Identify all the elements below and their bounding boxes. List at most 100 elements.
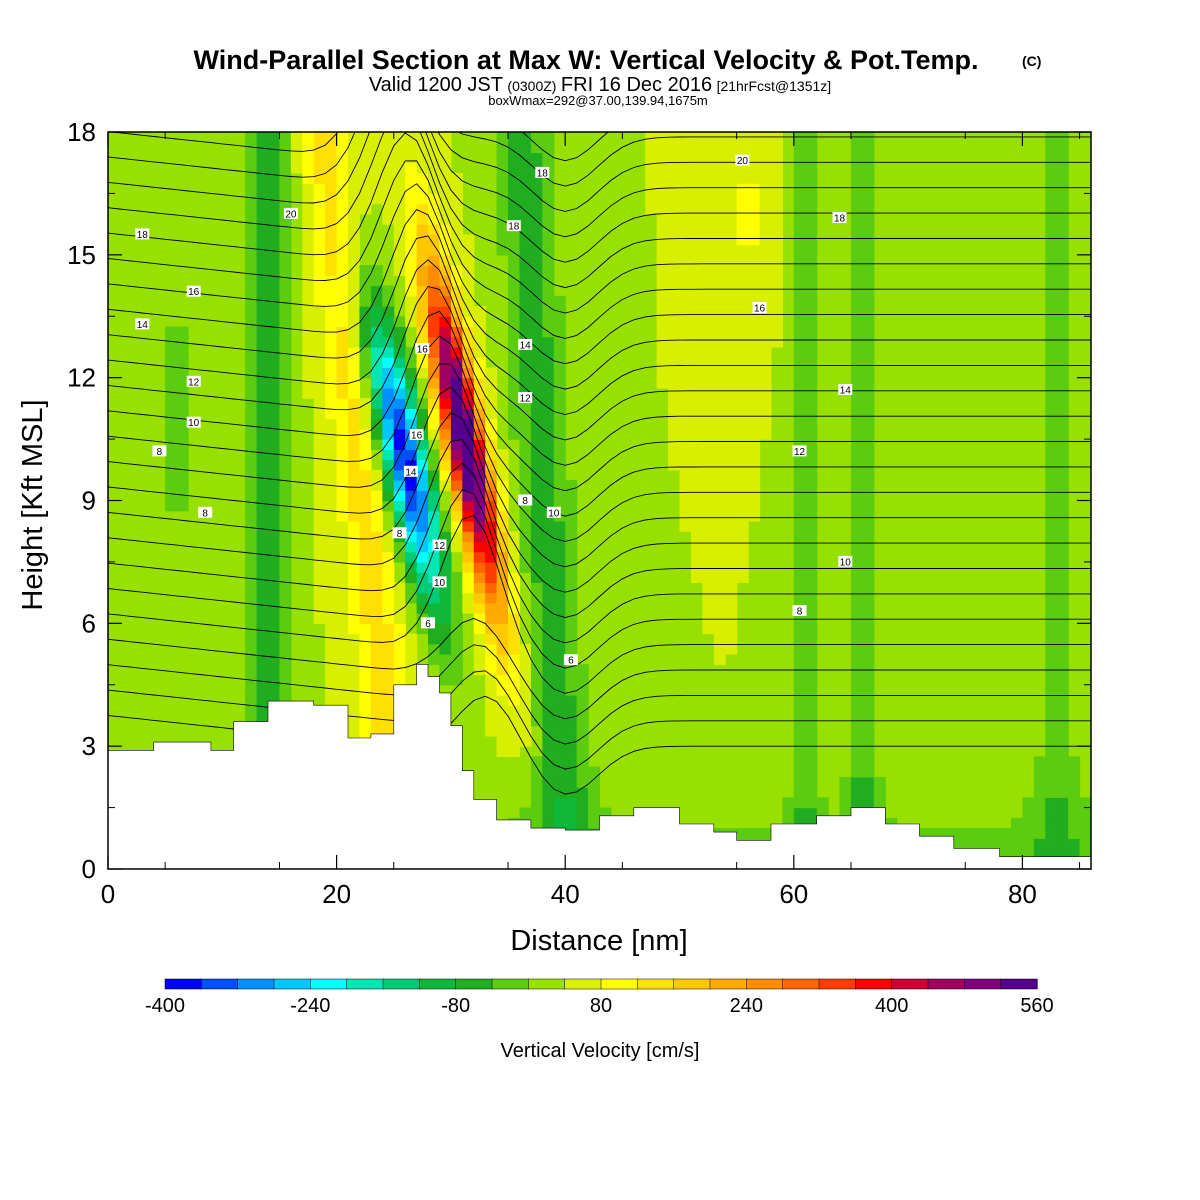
- velocity-cell: [165, 428, 178, 440]
- velocity-cell: [748, 428, 761, 440]
- velocity-cell: [702, 306, 715, 317]
- velocity-cell: [850, 674, 863, 686]
- theta-contour-line: [108, 335, 1091, 517]
- velocity-cell: [668, 203, 681, 215]
- velocity-cell: [690, 172, 703, 184]
- velocity-cell: [370, 674, 383, 686]
- velocity-cell: [862, 797, 875, 809]
- velocity-cell: [473, 346, 486, 358]
- velocity-cell: [450, 367, 463, 379]
- velocity-cell: [690, 336, 703, 348]
- subtitle-part-date: FRI 16 Dec 2016: [561, 74, 712, 96]
- velocity-cell: [370, 377, 383, 389]
- velocity-cell: [965, 838, 978, 850]
- velocity-cell: [359, 428, 372, 440]
- velocity-cell: [565, 531, 578, 543]
- theta-contour-line: [108, 285, 1091, 466]
- velocity-cell: [565, 797, 578, 809]
- velocity-cell: [450, 582, 463, 594]
- velocity-cell: [748, 172, 761, 184]
- velocity-cell: [428, 459, 441, 471]
- velocity-cell: [302, 377, 315, 389]
- velocity-cell: [393, 254, 406, 266]
- velocity-cell: [576, 756, 589, 768]
- svg-text:10: 10: [434, 578, 446, 589]
- velocity-cell: [553, 480, 566, 491]
- velocity-cell: [359, 193, 372, 205]
- velocity-cell: [668, 285, 681, 297]
- velocity-cell: [382, 377, 395, 389]
- velocity-cell: [1056, 142, 1069, 154]
- velocity-cell: [713, 551, 726, 563]
- velocity-cell: [325, 398, 338, 409]
- velocity-cell: [450, 664, 463, 676]
- velocity-cell: [1033, 848, 1046, 860]
- velocity-cell: [1056, 398, 1069, 409]
- velocity-cell: [519, 694, 532, 706]
- velocity-cell: [450, 480, 463, 491]
- velocity-cell: [245, 643, 258, 655]
- velocity-cell: [348, 490, 361, 502]
- velocity-cell: [1079, 828, 1091, 839]
- theta-contour-label: 16: [186, 285, 201, 298]
- velocity-cell: [450, 387, 463, 399]
- velocity-cell: [702, 531, 715, 543]
- velocity-cell: [553, 469, 566, 481]
- velocity-cell: [1045, 613, 1058, 624]
- colorbar-swatch: [709, 978, 747, 990]
- velocity-cell: [702, 183, 715, 195]
- velocity-cell: [302, 172, 315, 184]
- velocity-cell: [405, 674, 418, 686]
- velocity-cell: [770, 132, 783, 143]
- velocity-cell: [553, 295, 566, 307]
- velocity-cell: [382, 295, 395, 307]
- colorbar-tick-label: 400: [875, 995, 908, 1017]
- velocity-cell: [530, 306, 543, 317]
- velocity-cell: [256, 295, 269, 307]
- velocity-cell: [496, 572, 509, 583]
- velocity-cell: [862, 244, 875, 256]
- velocity-cell: [508, 418, 521, 430]
- velocity-cell: [325, 674, 338, 686]
- velocity-cell: [485, 439, 498, 450]
- velocity-cell: [508, 346, 521, 358]
- velocity-cell: [793, 725, 806, 737]
- velocity-cell: [496, 551, 509, 563]
- velocity-cell: [805, 398, 818, 409]
- velocity-cell: [279, 674, 292, 686]
- velocity-cell: [850, 797, 863, 809]
- velocity-cell: [405, 142, 418, 154]
- velocity-cell: [359, 480, 372, 491]
- velocity-cell: [553, 418, 566, 430]
- velocity-cell: [336, 183, 349, 195]
- velocity-cell: [1068, 766, 1081, 778]
- velocity-cell: [450, 377, 463, 389]
- velocity-cell: [702, 398, 715, 409]
- velocity-cell: [656, 224, 669, 235]
- velocity-cell: [862, 172, 875, 184]
- velocity-cell: [805, 244, 818, 256]
- velocity-cell: [348, 254, 361, 266]
- velocity-cell: [279, 306, 292, 317]
- velocity-cell: [839, 797, 852, 809]
- velocity-cell: [405, 152, 418, 164]
- velocity-cell: [576, 735, 589, 747]
- velocity-cell: [382, 285, 395, 297]
- velocity-cell: [702, 510, 715, 522]
- velocity-cell: [462, 408, 475, 420]
- velocity-cell: [382, 316, 395, 328]
- velocity-cell: [1056, 551, 1069, 563]
- velocity-cell: [1045, 500, 1058, 512]
- velocity-cell: [850, 694, 863, 706]
- velocity-cell: [862, 643, 875, 655]
- velocity-cell: [542, 132, 555, 143]
- velocity-cell: [405, 633, 418, 645]
- velocity-cell: [702, 480, 715, 491]
- velocity-cell: [748, 142, 761, 154]
- velocity-cell: [165, 336, 178, 348]
- velocity-cell: [382, 449, 395, 461]
- velocity-cell: [736, 459, 749, 471]
- velocity-cell: [690, 572, 703, 583]
- velocity-cell: [793, 387, 806, 399]
- velocity-cell: [805, 480, 818, 491]
